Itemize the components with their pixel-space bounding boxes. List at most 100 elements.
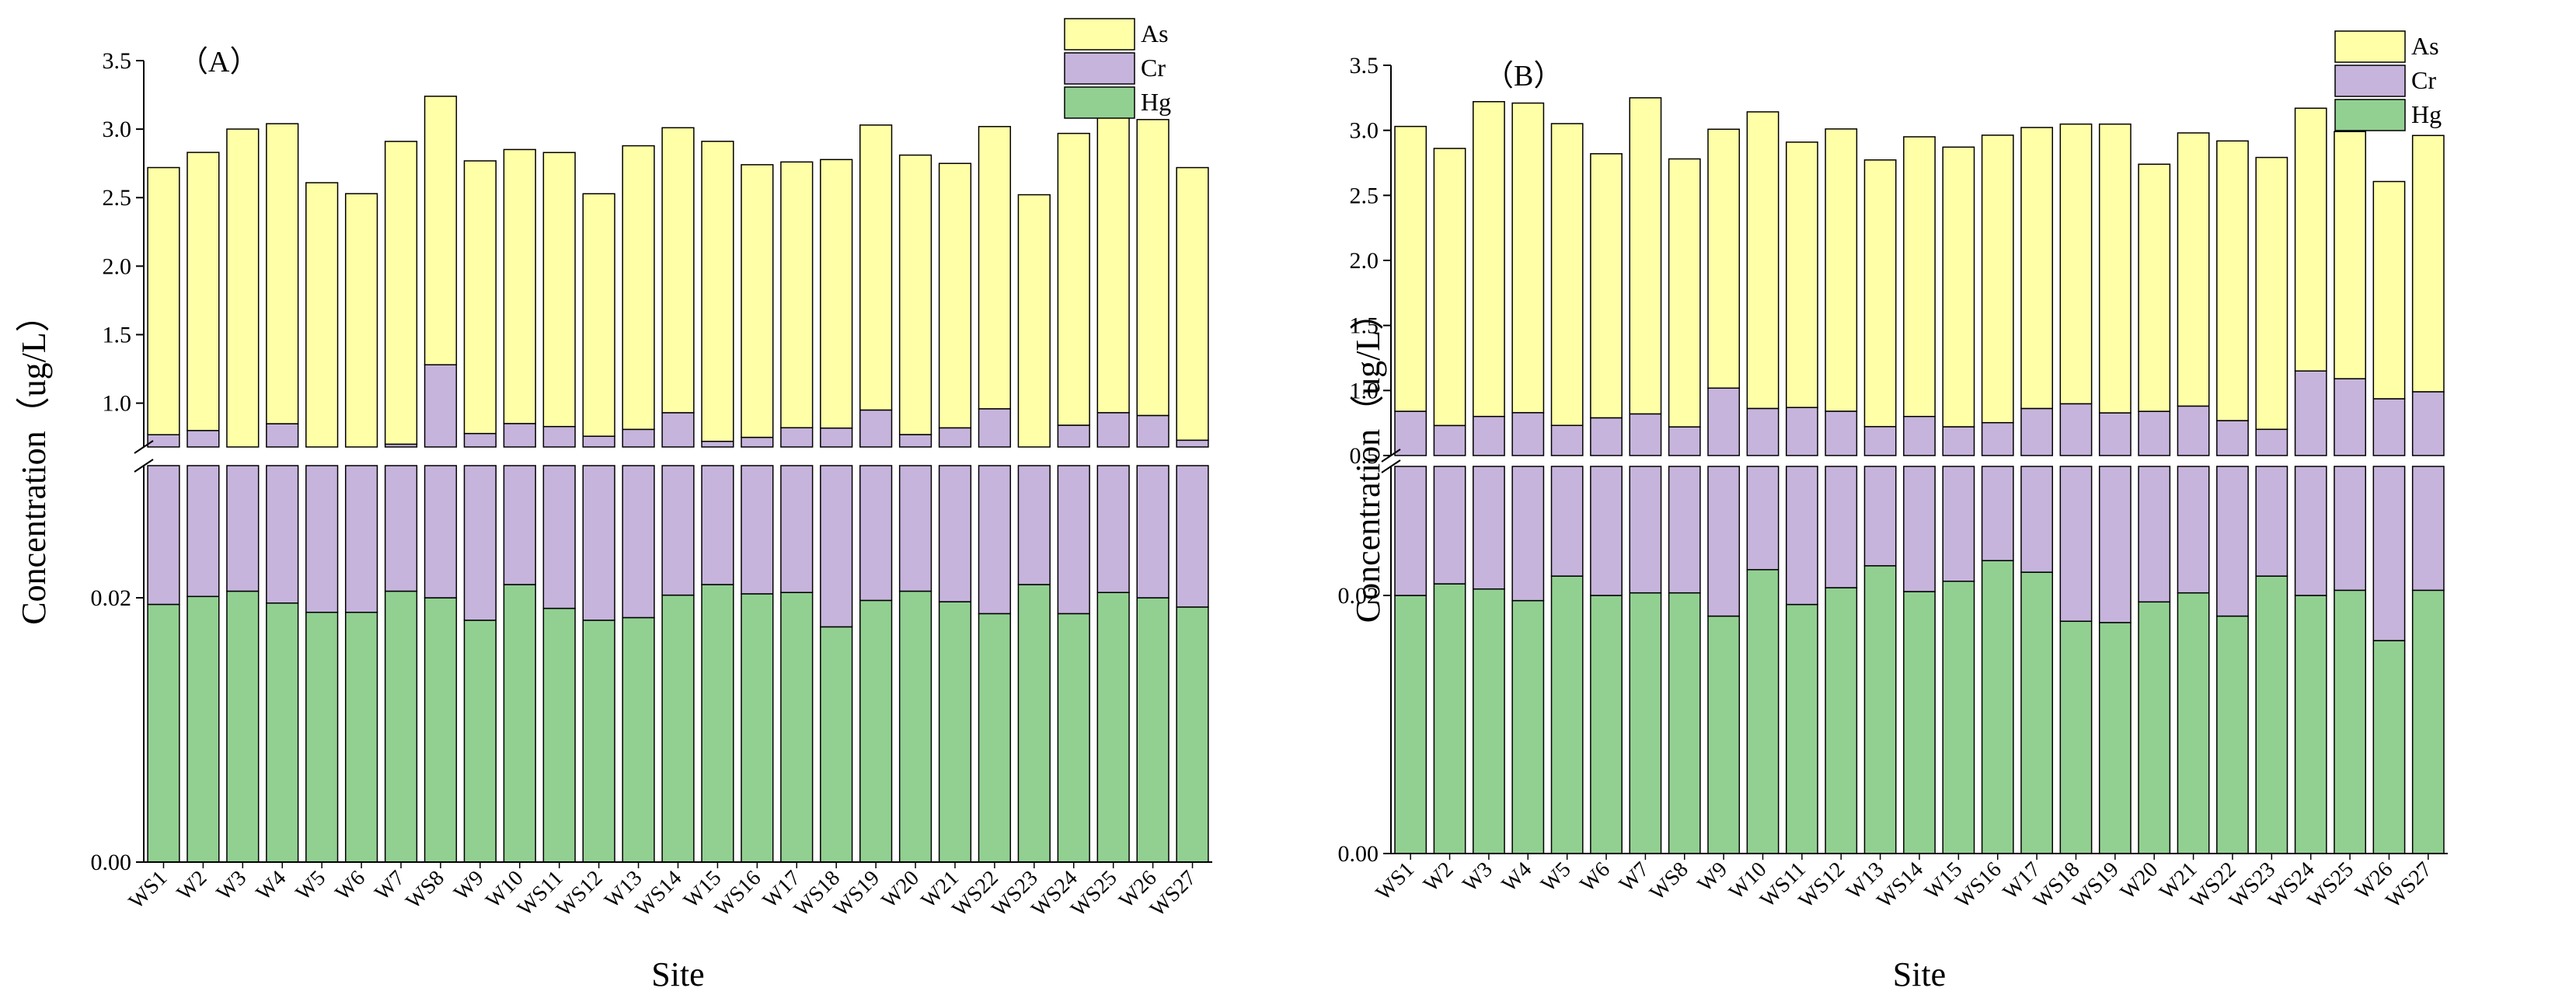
bar-cr-lower-ws14 — [1903, 466, 1936, 592]
bar-as-w26 — [1136, 119, 1169, 417]
bar-as-ws1 — [1394, 125, 1427, 412]
bar-as-ws12 — [582, 193, 615, 437]
bar-hg-w10 — [503, 584, 536, 863]
bar-as-w3 — [226, 128, 260, 448]
bar-hg-ws23 — [2255, 575, 2288, 854]
x-tick-label: WS1 — [124, 866, 173, 914]
bar-cr-upper-ws14 — [661, 412, 695, 448]
bar-cr-upper-w4 — [266, 423, 299, 448]
x-tick-label: W6 — [1575, 857, 1615, 897]
bar-cr-upper-w13 — [622, 428, 655, 448]
bar-cr-upper-ws19 — [2098, 412, 2132, 456]
bar-cr-lower-w2 — [186, 465, 220, 598]
bar-as-ws19 — [2098, 123, 2132, 414]
y-tick-label: 3.0 — [103, 117, 132, 142]
bar-cr-upper-w21 — [938, 427, 972, 448]
bar-as-ws8 — [424, 96, 458, 366]
bar-cr-upper-ws14 — [1903, 415, 1936, 456]
bar-as-w13 — [1863, 159, 1897, 428]
bar-hg-w20 — [898, 590, 932, 863]
bar-cr-lower-w21 — [938, 465, 972, 602]
bar-hg-w2 — [186, 595, 220, 863]
bar-hg-ws22 — [2216, 615, 2249, 854]
y-tick-label: 0.02 — [1338, 583, 1379, 609]
bar-cr-upper-w4 — [1511, 412, 1545, 456]
bar-as-w4 — [266, 123, 299, 424]
bar-hg-w5 — [305, 611, 339, 863]
bar-cr-upper-ws18 — [2059, 403, 2093, 456]
bar-cr-lower-w20 — [898, 465, 932, 592]
bar-cr-upper-w6 — [1590, 417, 1623, 456]
legend-swatch-hg — [2334, 99, 2406, 131]
y-tick-label: 3.0 — [1350, 118, 1379, 144]
bar-as-w6 — [344, 193, 378, 448]
bar-cr-lower-w20 — [2138, 466, 2171, 603]
x-tick-label: W3 — [212, 866, 252, 906]
bar-cr-lower-w26 — [2372, 466, 2406, 641]
bar-as-ws22 — [2216, 140, 2249, 421]
bar-cr-lower-w15 — [701, 465, 734, 585]
bar-hg-w20 — [2138, 601, 2171, 854]
bar-cr-lower-w4 — [266, 465, 299, 604]
bar-as-ws14 — [1903, 136, 1936, 417]
bar-as-ws23 — [2255, 156, 2288, 431]
bar-cr-upper-w9 — [1707, 387, 1741, 456]
y-tick-label: 2.5 — [1350, 183, 1379, 208]
bar-hg-w3 — [226, 590, 260, 863]
y-axis-title: Concentration（ug/L） — [1349, 296, 1387, 623]
bar-as-ws22 — [978, 126, 1012, 410]
legend: As Cr Hg — [1064, 18, 1171, 119]
bar-cr-lower-w6 — [1590, 466, 1623, 596]
bar-hg-ws24 — [1057, 613, 1090, 863]
bar-hg-ws16 — [741, 593, 774, 863]
y-tick-label: 2.0 — [103, 253, 132, 279]
bar-hg-w26 — [1136, 597, 1169, 863]
bar-as-ws11 — [1785, 141, 1818, 408]
bar-as-w10 — [503, 148, 536, 424]
legend: As Cr Hg — [2334, 30, 2442, 131]
bar-cr-lower-ws27 — [2411, 466, 2445, 592]
bar-hg-w17 — [780, 592, 814, 863]
bar-hg-ws1 — [147, 603, 180, 863]
bar-hg-ws11 — [542, 607, 576, 863]
y-tick-label: 1.5 — [103, 322, 132, 347]
bar-cr-lower-ws19 — [859, 465, 893, 602]
bar-hg-ws19 — [859, 599, 893, 863]
bar-cr-upper-w15 — [701, 441, 734, 448]
bar-cr-lower-ws25 — [2334, 466, 2366, 592]
x-tick-label: WS12 — [552, 866, 607, 921]
legend-label-as: As — [1141, 19, 1169, 47]
bar-hg-ws8 — [424, 597, 458, 863]
x-tick-label: WS8 — [401, 866, 449, 914]
bar-cr-upper-w10 — [1746, 407, 1779, 456]
bar-as-w4 — [1511, 102, 1545, 414]
x-tick-label: W2 — [1419, 857, 1459, 897]
bar-as-ws18 — [2059, 123, 2093, 405]
bar-cr-lower-ws8 — [1668, 466, 1701, 594]
bar-as-w15 — [701, 141, 734, 442]
x-axis-title: Site — [651, 955, 704, 993]
legend-swatch-cr — [2334, 65, 2406, 97]
bar-cr-lower-ws24 — [1057, 465, 1090, 615]
x-tick-label: W9 — [449, 866, 489, 906]
bar-hg-ws11 — [1785, 603, 1818, 854]
x-tick-label: WS16 — [710, 866, 765, 921]
bar-hg-ws14 — [661, 594, 695, 863]
bar-as-ws27 — [2411, 134, 2445, 393]
bar-cr-lower-ws19 — [2098, 466, 2132, 623]
bar-as-w7 — [384, 141, 418, 445]
bar-cr-upper-ws11 — [542, 425, 576, 448]
bar-as-ws8 — [1668, 158, 1701, 428]
bar-hg-w17 — [2020, 571, 2054, 854]
x-tick-label: WS14 — [1873, 857, 1928, 913]
bar-as-ws25 — [2334, 131, 2366, 379]
bar-cr-lower-ws22 — [978, 465, 1012, 615]
bar-as-w17 — [2020, 127, 2054, 410]
y-tick-label: 0.02 — [91, 585, 132, 611]
bar-as-ws18 — [820, 159, 853, 429]
bar-cr-upper-ws22 — [2216, 420, 2249, 456]
bar-cr-lower-ws16 — [1981, 466, 2014, 561]
bar-hg-w15 — [701, 584, 734, 863]
x-tick-label: W3 — [1458, 857, 1497, 897]
bar-cr-lower-w7 — [384, 465, 418, 592]
